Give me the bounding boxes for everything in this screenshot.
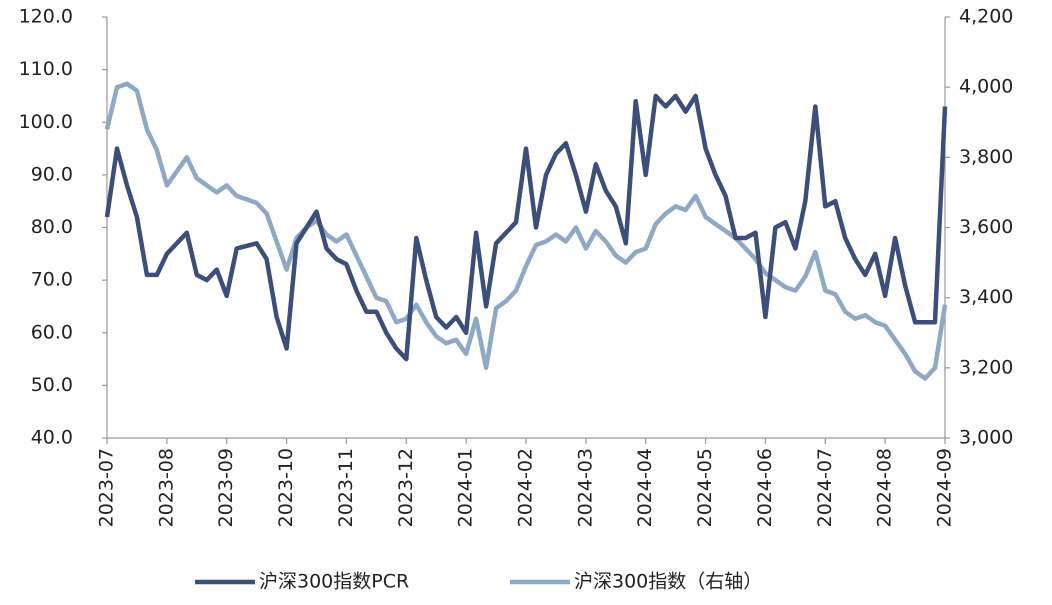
y-tick-label: 100.0: [19, 111, 73, 133]
x-tick-label: 2023-08: [155, 448, 177, 527]
y2-tick-label: 3,200: [959, 356, 1013, 378]
y2-tick-label: 4,200: [959, 6, 1013, 28]
series-line: [104, 93, 948, 362]
x-tick-label: 2024-06: [754, 448, 776, 527]
legend-label: 沪深300指数（右轴）: [574, 571, 762, 593]
x-tick-label: 2023-09: [215, 448, 237, 527]
series-line: [104, 81, 948, 381]
x-tick-label: 2023-07: [96, 448, 118, 527]
y-tick-label: 40.0: [31, 427, 73, 449]
legend-label: 沪深300指数PCR: [259, 571, 409, 593]
y-tick-label: 120.0: [19, 6, 73, 28]
x-tick-label: 2023-12: [395, 448, 417, 527]
x-tick-label: 2024-04: [634, 448, 656, 527]
x-tick-label: 2024-02: [515, 448, 537, 527]
x-tick-label: 2024-09: [934, 448, 956, 527]
x-tick-label: 2024-01: [455, 448, 477, 527]
y-tick-label: 110.0: [19, 58, 73, 80]
y-tick-label: 60.0: [31, 321, 73, 343]
y-tick-label: 50.0: [31, 374, 73, 396]
y2-tick-label: 3,600: [959, 216, 1013, 238]
y-tick-label: 70.0: [31, 269, 73, 291]
y2-tick-label: 3,000: [959, 427, 1013, 449]
x-tick-label: 2024-08: [874, 448, 896, 527]
x-tick-label: 2023-11: [335, 448, 357, 527]
x-tick-label: 2024-05: [694, 448, 716, 527]
x-tick-label: 2024-07: [814, 448, 836, 527]
y-tick-label: 80.0: [31, 216, 73, 238]
x-tick-label: 2024-03: [574, 448, 596, 527]
y2-tick-label: 4,000: [959, 76, 1013, 98]
y2-tick-label: 3,400: [959, 286, 1013, 308]
y2-tick-label: 3,800: [959, 146, 1013, 168]
x-tick-label: 2023-10: [275, 448, 297, 527]
y-tick-label: 90.0: [31, 163, 73, 185]
